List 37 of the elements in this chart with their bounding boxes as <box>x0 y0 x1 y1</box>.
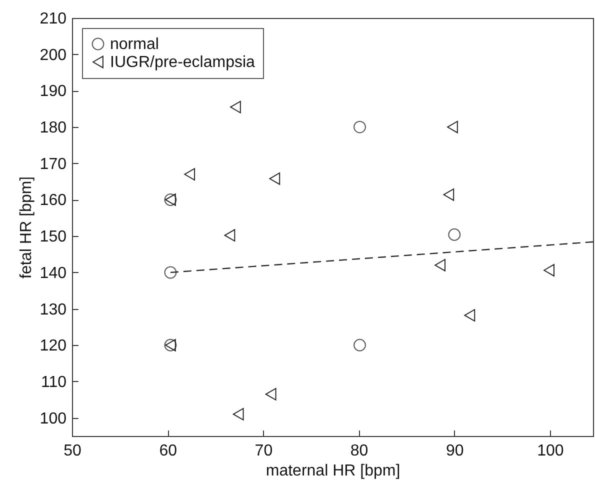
legend-label: IUGR/pre-eclampsia <box>110 54 256 71</box>
y-tick-label: 190 <box>40 83 67 100</box>
y-tick-label: 140 <box>40 264 67 282</box>
y-tick-label: 200 <box>40 46 67 64</box>
y-tick-label: 120 <box>40 338 67 355</box>
point <box>354 338 366 352</box>
point <box>269 172 280 185</box>
y-tick-label: 210 <box>40 10 67 28</box>
point <box>224 229 236 242</box>
y-tick-label: 130 <box>40 301 67 318</box>
y-tick-label: 100 <box>40 410 67 428</box>
x-tick-label: 90 <box>446 442 464 460</box>
point <box>544 264 554 276</box>
y-tick-label: 110 <box>40 374 67 391</box>
point <box>230 100 241 114</box>
point <box>443 188 454 201</box>
point <box>164 266 177 279</box>
x-tick-label: 100 <box>537 442 564 460</box>
y-tick-label: 180 <box>40 120 67 137</box>
x-tick-label: 50 <box>64 442 82 460</box>
point <box>354 120 366 134</box>
point <box>232 408 244 420</box>
y-tick-label: 170 <box>40 156 67 173</box>
point <box>265 388 276 400</box>
y-tick-label: 160 <box>40 192 67 210</box>
x-axis-title: maternal HR [bpm] <box>266 462 400 480</box>
point <box>464 309 476 322</box>
x-tick-label: 70 <box>254 442 273 460</box>
y-tick-label: 150 <box>40 228 67 246</box>
y-axis-title: fetal HR [bpm] <box>18 176 35 279</box>
x-tick-label: 60 <box>159 442 178 460</box>
x-tick-label: 80 <box>350 442 368 460</box>
point <box>434 258 446 272</box>
point <box>448 228 461 241</box>
point <box>184 168 196 180</box>
legend-label: normal <box>110 36 159 53</box>
point <box>447 120 458 134</box>
